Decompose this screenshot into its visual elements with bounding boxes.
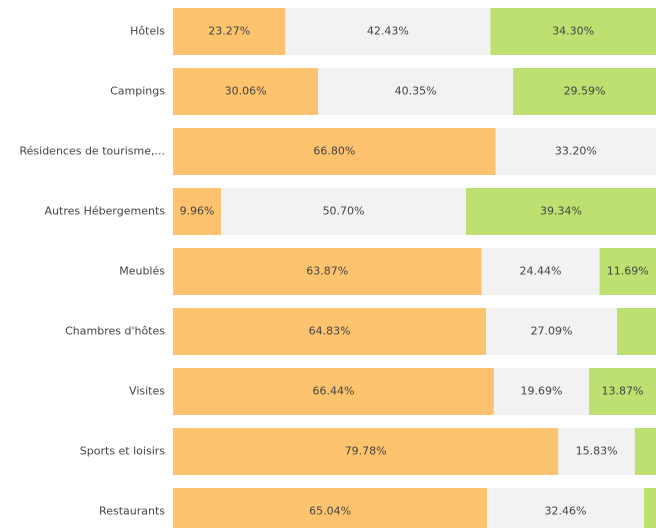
y-tick-label: Autres Hébergements <box>45 205 166 218</box>
bar-segment <box>465 188 656 235</box>
bar-segment <box>589 368 656 415</box>
data-label: 42.43% <box>367 25 409 38</box>
y-tick-label: Meublés <box>119 265 165 278</box>
data-label: 40.35% <box>395 85 437 98</box>
data-label: 66.80% <box>313 145 355 158</box>
data-label: 79.78% <box>345 445 387 458</box>
data-label: 34.30% <box>552 25 594 38</box>
data-label: 64.83% <box>309 325 351 338</box>
bar-segment <box>616 308 656 355</box>
bar-segment <box>634 428 656 475</box>
bar-segment <box>487 488 644 528</box>
data-label: 29.59% <box>564 85 606 98</box>
bar-segment <box>481 248 600 295</box>
data-label: 65.04% <box>309 505 351 518</box>
data-label: 9.96% <box>180 205 215 218</box>
data-label: 50.70% <box>323 205 365 218</box>
bar-segment <box>173 368 494 415</box>
data-label: 15.83% <box>576 445 618 458</box>
bar-segment <box>285 8 491 55</box>
y-tick-label: Restaurants <box>99 505 165 518</box>
y-tick-label: Campings <box>110 85 165 98</box>
data-label: 23.27% <box>208 25 250 38</box>
data-label: 24.44% <box>520 265 562 278</box>
bar-segment <box>558 428 635 475</box>
bar-segment <box>599 248 656 295</box>
bar-segment <box>493 368 590 415</box>
bar-segment <box>173 68 319 115</box>
bar-segment <box>643 488 656 528</box>
data-label: 66.44% <box>312 385 354 398</box>
bar-segment <box>486 308 617 355</box>
data-label: 39.34% <box>540 205 582 218</box>
bar-segment <box>173 428 559 475</box>
data-label: 11.69% <box>607 265 649 278</box>
y-tick-label: Sports et loisirs <box>80 445 165 458</box>
data-label: 30.06% <box>225 85 267 98</box>
bar-segment <box>173 308 487 355</box>
bar-segment <box>490 8 656 55</box>
y-tick-label: Résidences de tourisme,... <box>19 145 165 158</box>
bar-segment <box>513 68 656 115</box>
data-label: 13.87% <box>602 385 644 398</box>
bar-segment <box>173 488 488 528</box>
data-label: 32.46% <box>545 505 587 518</box>
y-tick-label: Hôtels <box>130 25 165 38</box>
data-label: 33.20% <box>555 145 597 158</box>
bar-segment <box>221 188 466 235</box>
bar-segment <box>173 248 482 295</box>
bar-segment <box>495 128 656 175</box>
bar-segment <box>173 188 222 235</box>
y-tick-label: Chambres d'hôtes <box>65 325 165 338</box>
data-label: 19.69% <box>520 385 562 398</box>
y-tick-label: Visites <box>129 385 165 398</box>
bar-segment <box>318 68 514 115</box>
bar-segment <box>173 128 496 175</box>
data-label: 27.09% <box>531 325 573 338</box>
data-label: 63.87% <box>306 265 348 278</box>
bar-segment <box>173 8 286 55</box>
